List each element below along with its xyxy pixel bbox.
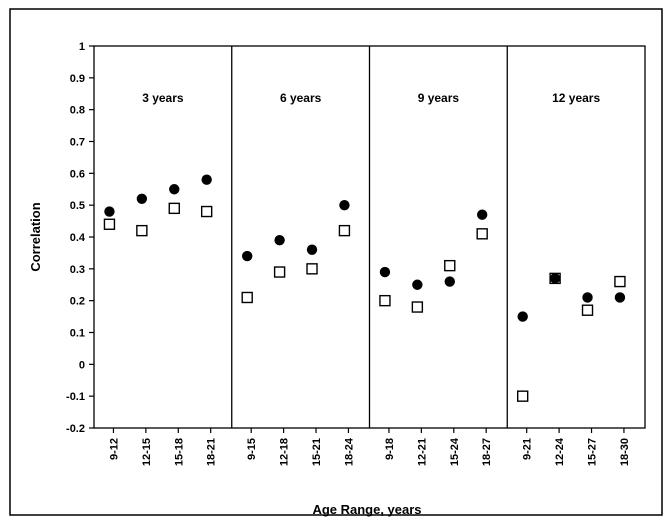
series-filled-circle-point [136, 193, 148, 204]
series-open-square-point [444, 259, 456, 272]
series-filled-circle-point [241, 250, 253, 262]
y-tick-label: 0.7 [70, 137, 85, 149]
x-tick-label: 12-18 [279, 438, 291, 466]
y-tick-label: 0.8 [70, 105, 85, 117]
series-filled-circle-point [339, 199, 350, 211]
series-filled-circle-point [412, 279, 423, 290]
series-filled-circle-point [517, 311, 528, 322]
series-filled-circle-point [306, 244, 318, 255]
x-tick-label: 9-21 [522, 438, 534, 460]
x-tick-label: 15-21 [311, 438, 323, 466]
plot-area: 1 0.9 0.8 0.7 0.6 0.5 0.4 0.3 0.2 0.1 0 -0.1 -0.2 3 y… [66, 41, 646, 466]
series-open-square-point [103, 218, 116, 230]
series-open-square-point [338, 224, 351, 237]
y-tick-label: 0.5 [70, 200, 85, 212]
series-open-square-point [476, 228, 488, 240]
panel-label: 12 years [552, 91, 600, 105]
y-tick-label: 0.9 [70, 73, 85, 85]
series-filled-circle-point [201, 174, 212, 185]
series-filled-circle-point [444, 276, 455, 287]
y-tick-label: -0.1 [66, 391, 85, 403]
y-tick-label: 0.1 [70, 328, 85, 340]
y-tick-label: 0.2 [70, 296, 85, 308]
x-tick-label: 18-21 [206, 438, 218, 466]
y-tick-label: 0.4 [70, 232, 86, 244]
x-tick-label: 9-15 [246, 438, 258, 460]
series-filled-circle-point [476, 209, 488, 220]
x-tick-label: 9-18 [384, 438, 396, 460]
series-filled-circle-point [549, 273, 561, 284]
series-open-square-point [411, 301, 424, 313]
series-filled-circle-point [614, 292, 626, 303]
panel-label: 9 years [418, 91, 460, 105]
series-open-square-point [136, 224, 148, 237]
x-tick-label: 15-27 [587, 438, 599, 466]
series-open-square-point [581, 304, 594, 316]
series-filled-circle-point [274, 234, 285, 246]
x-tick-label: 18-30 [619, 438, 631, 466]
series-filled-circle-point [379, 266, 391, 278]
series-open-square-point [516, 390, 529, 402]
figure-border [9, 8, 663, 516]
x-tick-label: 12-24 [554, 437, 566, 466]
series-open-square-point [273, 266, 286, 278]
series-filled-circle-point [169, 184, 180, 195]
x-tick-label: 12-15 [141, 438, 153, 466]
series-open-square-point [241, 291, 253, 304]
series-filled-circle-point [582, 292, 593, 303]
y-tick-label: 0 [79, 359, 85, 371]
series-open-square-point [200, 205, 213, 218]
x-tick-label: 18-24 [343, 437, 355, 466]
x-tick-label: 18-27 [481, 438, 493, 466]
y-tick-label: 0.3 [70, 264, 85, 276]
panel-label: 6 years [280, 91, 322, 105]
y-tick-label: 0.6 [70, 168, 85, 180]
series-open-square-point [306, 263, 318, 275]
x-tick-label: 9-12 [108, 438, 120, 460]
y-tick-label: 1 [79, 41, 85, 53]
series-open-square-point [379, 294, 391, 307]
series-open-square-point [168, 202, 180, 215]
series-open-square-point [614, 275, 626, 288]
x-axis-title: Age Range, years [312, 502, 421, 517]
series-filled-circle-point [104, 206, 115, 217]
y-axis-title: Correlation [28, 202, 43, 271]
panel-label: 3 years [142, 91, 184, 105]
y-tick-label: -0.2 [66, 423, 85, 435]
x-tick-label: 15-24 [449, 437, 461, 466]
x-tick-label: 15-18 [173, 438, 185, 466]
x-tick-label: 12-21 [416, 438, 428, 466]
